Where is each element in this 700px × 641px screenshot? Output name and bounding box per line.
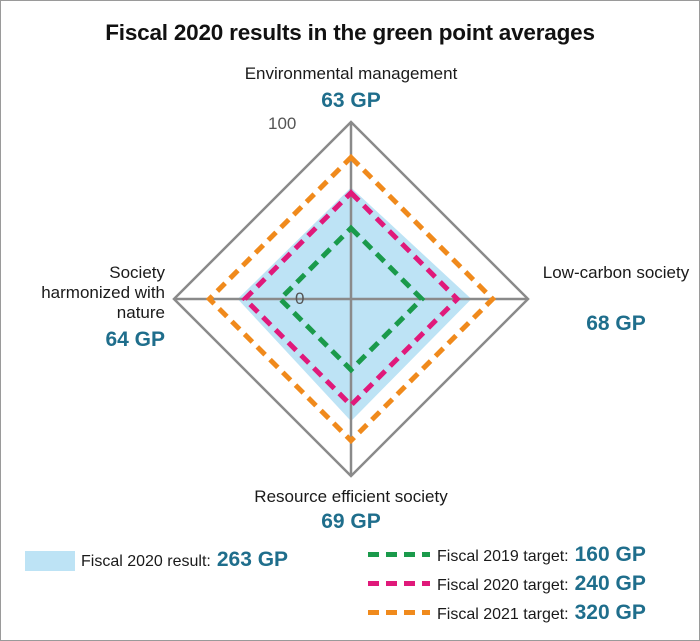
- legend-label-fiscal-2021-target: Fiscal 2021 target:: [437, 606, 569, 623]
- legend-item-fiscal-2020-result: Fiscal 2020 result: 263 GP: [81, 548, 288, 572]
- legend-item-fiscal-2019-target: Fiscal 2019 target: 160 GP: [437, 543, 646, 567]
- legend-value-fiscal-2019-target: 160 GP: [574, 543, 646, 566]
- legend-swatch-fiscal-2021-target: [368, 610, 430, 615]
- legend-swatch-fiscal-2020-target: [368, 581, 430, 586]
- legend-swatch-fiscal-2020-result: [25, 551, 75, 571]
- axis-value-resource-efficient-society: 69 GP: [321, 510, 381, 533]
- tick-label-0: 0: [295, 289, 305, 308]
- legend-item-fiscal-2020-target: Fiscal 2020 target: 240 GP: [437, 572, 646, 596]
- axis-label-low-carbon-society: Low-carbon society: [542, 263, 690, 282]
- legend-label-fiscal-2019-target: Fiscal 2019 target:: [437, 548, 569, 565]
- series-area-fiscal-2020-result: [237, 187, 472, 422]
- series-line-fiscal-2021-target: [205, 153, 497, 445]
- axis-label-society-harmonized-with-nature: Society harmonized with nature: [41, 263, 165, 322]
- axis-value-low-carbon-society: 68 GP: [586, 312, 646, 335]
- axis-label-resource-efficient-society: Resource efficient society: [254, 487, 448, 506]
- legend-value-fiscal-2021-target: 320 GP: [574, 601, 646, 624]
- axis-value-society-harmonized-with-nature: 64 GP: [105, 328, 165, 351]
- series-line-fiscal-2019-target: [276, 224, 426, 374]
- chart-title: Fiscal 2020 results in the green point a…: [105, 20, 595, 45]
- legend-swatch-fiscal-2019-target: [368, 552, 430, 557]
- tick-label-100: 100: [268, 114, 297, 133]
- legend-label-fiscal-2020-result: Fiscal 2020 result:: [81, 553, 211, 570]
- legend-value-fiscal-2020-result: 263 GP: [216, 548, 289, 571]
- legend-value-fiscal-2020-target: 240 GP: [574, 572, 646, 595]
- axis-label-environmental-management: Environmental management: [244, 64, 458, 83]
- legend-item-fiscal-2021-target: Fiscal 2021 target: 320 GP: [437, 601, 646, 625]
- legend-label-fiscal-2020-target: Fiscal 2020 target:: [437, 577, 569, 594]
- series-line-fiscal-2020-target: [241, 189, 461, 409]
- axis-value-environmental-management: 63 GP: [321, 89, 381, 112]
